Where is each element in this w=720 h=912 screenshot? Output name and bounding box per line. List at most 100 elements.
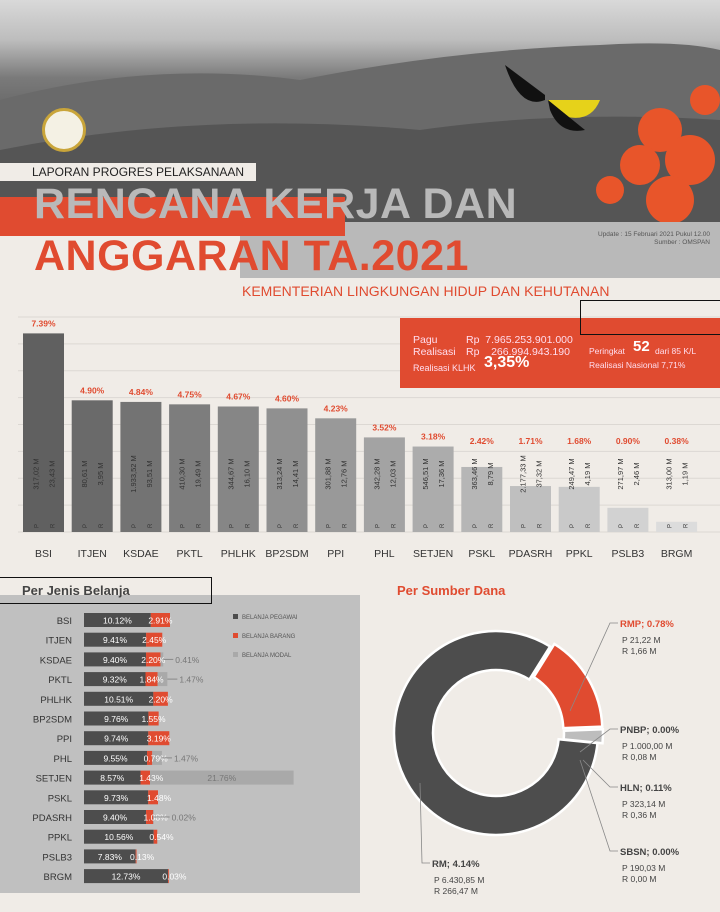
legend-label: BELANJA BARANG (242, 634, 296, 640)
segment-belanja-barang (146, 810, 154, 824)
per-jenis-belanja-chart: BSI 10.12% 2.91% ITJEN 9.41% 2.45% KSDAE 9.40% 2… (32, 613, 298, 884)
peringkat-value: 52 (633, 338, 650, 355)
data-label: 1.71% (518, 436, 543, 446)
segment-label: 10.51% (104, 694, 133, 704)
slice-pagu: P 1.000,00 M (622, 741, 672, 751)
segment-label: 9.32% (103, 675, 128, 685)
segment-belanja-pegawai (84, 869, 169, 884)
segment-label: 9.74% (104, 734, 129, 744)
bar-pktl (169, 404, 211, 532)
bar-value-label: 313,24 M (275, 458, 284, 489)
segment-belanja-barang (146, 632, 163, 647)
segment-label: 3.19% (147, 734, 172, 744)
segment-label: 2.45% (142, 635, 167, 645)
segment-label: 2.20% (149, 694, 174, 704)
bar-value-label: 12,76 M (340, 460, 349, 487)
data-label: 4.60% (275, 393, 300, 403)
category-label: PSKL (48, 793, 72, 804)
segment-label: 1.55% (141, 714, 166, 724)
segment-belanja-modal (157, 672, 168, 687)
segment-belanja-barang (153, 691, 168, 706)
bar-value-label: 3,95 M (96, 463, 105, 486)
source-text: Sumber : OMSPAN (654, 239, 710, 246)
p-marker: P (132, 524, 138, 528)
slice-rmp (531, 642, 604, 730)
realisasi-klhk-value: 3,35% (484, 354, 530, 371)
segment-label: 9.76% (104, 714, 129, 724)
segment-label: 9.73% (104, 793, 129, 803)
segment-belanja-barang (135, 849, 137, 864)
bar-value-label: 80,61 M (80, 460, 89, 487)
segment-label: 21.76% (207, 773, 236, 783)
slice-pagu: P 21,22 M (622, 635, 661, 645)
segment-belanja-pegawai (84, 632, 147, 647)
title-line-1: RENCANA KERJA DAN (34, 180, 518, 228)
segment-belanja-modal (150, 770, 294, 785)
bar-phlhk (217, 406, 259, 532)
bar-bp2sdm (266, 408, 308, 532)
slice-pagu: P 323,14 M (622, 799, 665, 809)
category-label: ITJEN (46, 636, 73, 647)
slice-label-rmp: RMP; 0.78% (620, 619, 674, 630)
category-label: ITJEN (78, 548, 107, 560)
slice-realisasi: R 266,47 M (434, 886, 478, 896)
data-label: 3.52% (372, 422, 397, 432)
category-label: PKTL (48, 675, 72, 686)
segment-belanja-pegawai (84, 810, 147, 824)
slice-realisasi: R 1,66 M (622, 646, 657, 656)
p-marker: P (619, 524, 625, 528)
segment-belanja-barang (140, 770, 150, 785)
segment-belanja-barang (145, 672, 158, 687)
p-marker: P (668, 524, 674, 528)
bar-value-label: 14,41 M (291, 460, 300, 487)
data-label: 1.68% (567, 436, 592, 446)
category-label: SETJEN (413, 548, 453, 560)
bar-value-label: 19,49 M (194, 460, 203, 487)
r-marker: R (586, 523, 592, 528)
segment-label: 0.13% (130, 852, 155, 862)
bar-value-label: 8,79 M (486, 463, 495, 486)
bar-value-label: 17,36 M (437, 460, 446, 487)
segment-label: 7.83% (98, 852, 123, 862)
category-label: PDASRH (509, 548, 553, 560)
bar-pslb3 (607, 507, 649, 532)
segment-belanja-pegawai (84, 652, 147, 667)
segment-belanja-barang (148, 731, 170, 746)
p-marker: P (473, 524, 479, 528)
category-label: BRGM (661, 548, 693, 560)
bar-value-label: 93,51 M (145, 460, 154, 487)
category-label: KSDAE (40, 655, 72, 666)
segment-belanja-pegawai (84, 770, 141, 785)
segment-belanja-barang (147, 750, 153, 765)
segment-label: 0.02% (172, 813, 197, 823)
leader-line (582, 759, 618, 788)
legend-label: BELANJA PEGAWAI (242, 615, 298, 621)
segment-label: 9.55% (103, 753, 128, 763)
per-sumber-dana-donut: RMP; 0.78% P 21,22 MR 1,66 M PNBP; 0.00% P … (392, 619, 680, 896)
bar-value-label: 313,00 M (665, 458, 674, 489)
data-label: 2.42% (470, 436, 495, 446)
category-label: PSLB3 (42, 852, 72, 863)
category-label: PHL (374, 548, 395, 560)
flower-tree-icon (596, 85, 720, 222)
leader-line (419, 782, 430, 864)
r-marker: R (148, 523, 154, 528)
legend-swatch (233, 652, 238, 657)
segment-belanja-pegawai (84, 691, 154, 706)
segment-label: 2.91% (148, 616, 173, 626)
realisasi-label: Realisasi (413, 346, 456, 358)
segment-label: 9.41% (103, 635, 128, 645)
segment-belanja-barang (153, 829, 158, 844)
bar-value-label: 2.177,33 M (519, 455, 528, 493)
leader-line (579, 728, 618, 753)
data-label: 4.84% (129, 387, 154, 397)
peringkat-suffix: dari 85 K/L (655, 346, 697, 356)
bar-bsi (23, 333, 64, 532)
p-marker: P (375, 524, 381, 528)
ministry-name: KEMENTERIAN LINGKUNGAN HIDUP DAN KEHUTAN… (242, 283, 610, 299)
data-label: 0.38% (665, 436, 690, 446)
slice-pagu: P 6.430,85 M (434, 875, 484, 885)
segment-label: 1.47% (179, 675, 204, 685)
category-label: PHLHK (221, 548, 256, 560)
bar-pdasrh (510, 486, 551, 532)
